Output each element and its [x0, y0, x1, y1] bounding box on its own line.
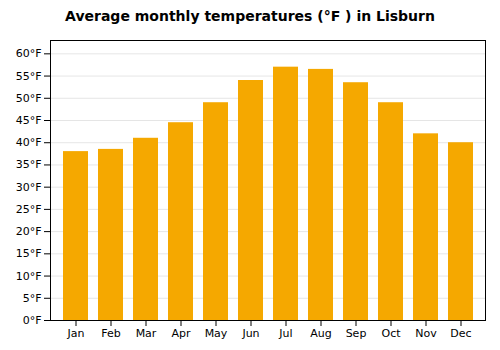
- svg-text:Sep: Sep: [346, 327, 367, 340]
- svg-text:Dec: Dec: [450, 327, 471, 340]
- svg-text:35°F: 35°F: [16, 158, 42, 171]
- svg-text:Jan: Jan: [67, 327, 85, 340]
- svg-text:Feb: Feb: [101, 327, 120, 340]
- svg-text:Mar: Mar: [136, 327, 157, 340]
- svg-text:Jul: Jul: [278, 327, 292, 340]
- svg-text:60°F: 60°F: [16, 47, 42, 60]
- svg-text:30°F: 30°F: [16, 181, 42, 194]
- svg-text:10°F: 10°F: [16, 270, 42, 283]
- svg-text:20°F: 20°F: [16, 225, 42, 238]
- svg-text:15°F: 15°F: [16, 247, 42, 260]
- svg-text:45°F: 45°F: [16, 114, 42, 127]
- svg-text:50°F: 50°F: [16, 92, 42, 105]
- svg-text:25°F: 25°F: [16, 203, 42, 216]
- svg-text:0°F: 0°F: [23, 314, 42, 327]
- svg-text:Nov: Nov: [415, 327, 437, 340]
- html-text:Average monthly temperatures (: Average monthly temperatures (°F ) in Li…: [65, 8, 435, 24]
- svg-text:Jun: Jun: [241, 327, 259, 340]
- svg-text:May: May: [205, 327, 228, 340]
- svg-text:Apr: Apr: [171, 327, 191, 340]
- svg-text:40°F: 40°F: [16, 136, 42, 149]
- svg-text:Oct: Oct: [381, 327, 401, 340]
- svg-text:55°F: 55°F: [16, 70, 42, 83]
- svg-text:5°F: 5°F: [23, 292, 42, 305]
- svg-text:Aug: Aug: [310, 327, 331, 340]
